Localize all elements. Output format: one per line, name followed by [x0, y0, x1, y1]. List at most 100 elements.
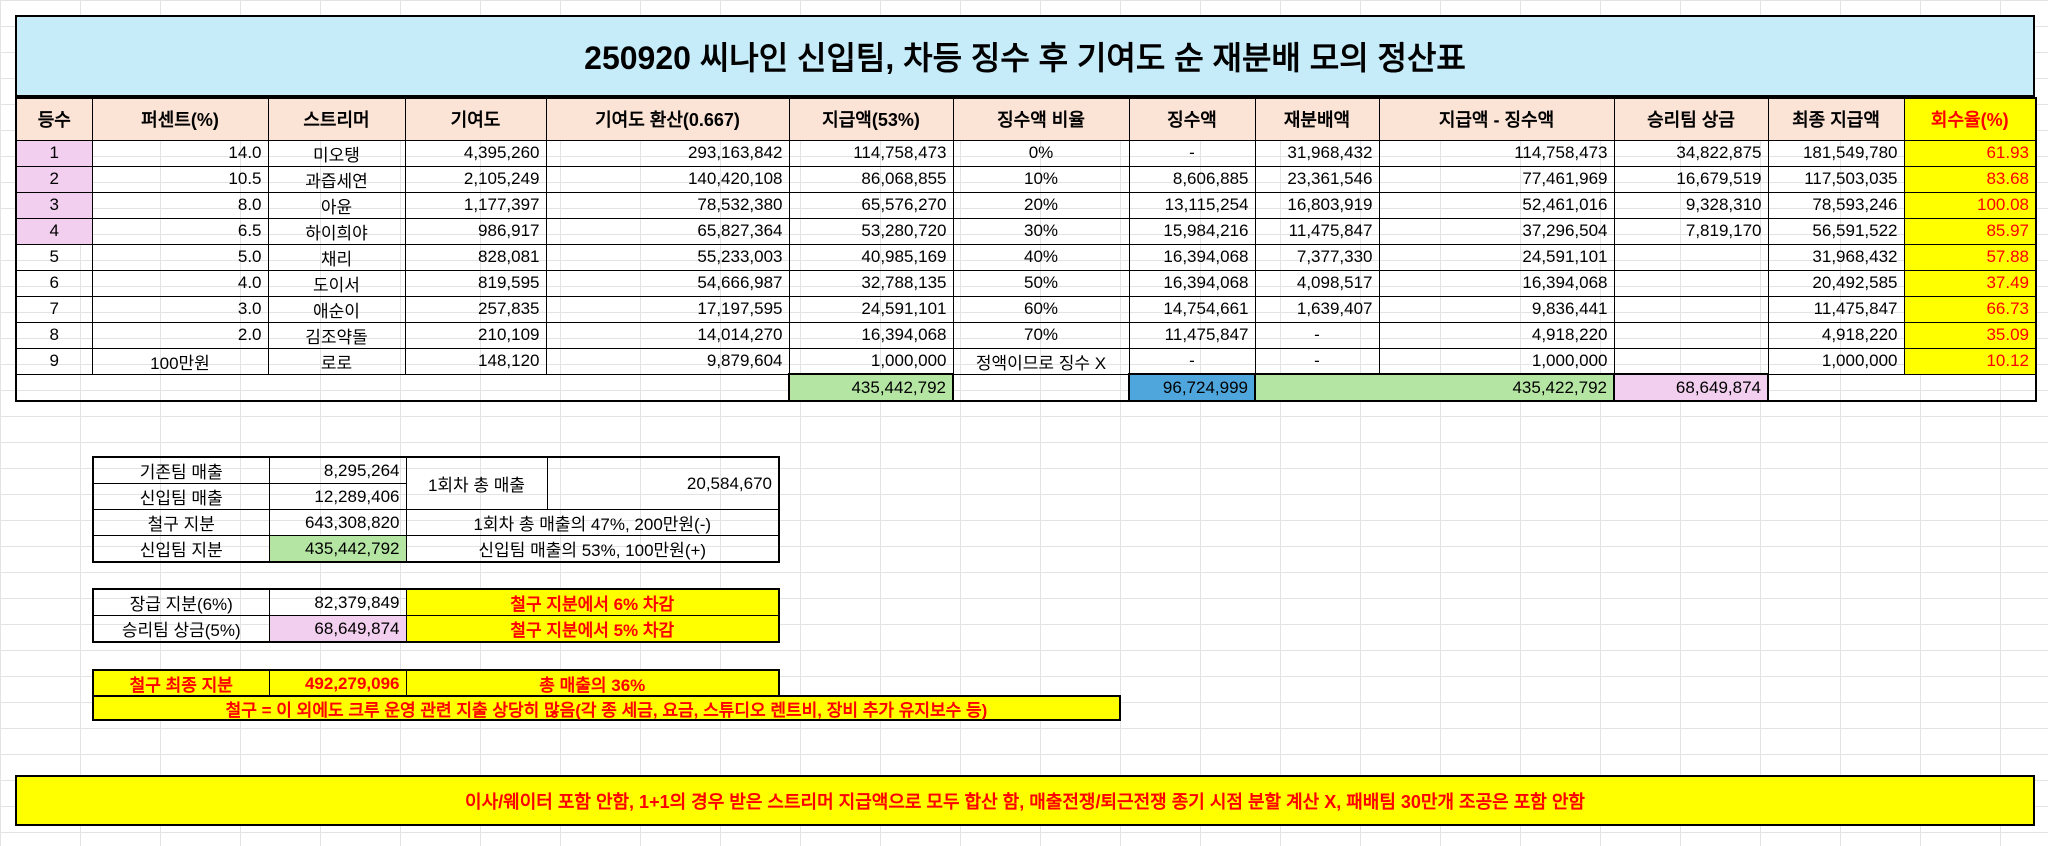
cell-prize[interactable] — [1613, 243, 1769, 271]
cell-payout[interactable]: 114,758,473 — [788, 139, 954, 167]
cell-final[interactable]: 78,593,246 — [1767, 191, 1905, 219]
cell-collected[interactable]: 8,606,885 — [1128, 165, 1256, 193]
cell-rank[interactable]: 3 — [15, 191, 93, 219]
cell-percent[interactable]: 10.5 — [91, 165, 269, 193]
cell-collected[interactable]: 11,475,847 — [1128, 321, 1256, 349]
cell-contribution[interactable]: 2,105,249 — [404, 165, 547, 193]
new-team-share-label[interactable]: 신입팀 지분 — [92, 535, 270, 563]
cell-payout[interactable]: 1,000,000 — [788, 347, 954, 375]
total-payout-cell[interactable]: 435,442,792 — [788, 373, 954, 402]
cheolgu-share-note[interactable]: 1회차 총 매출의 47%, 200만원(-) — [405, 509, 780, 536]
cell-redistributed[interactable]: - — [1254, 347, 1380, 375]
new-team-value[interactable]: 12,289,406 — [268, 483, 407, 510]
cell-final[interactable]: 31,968,432 — [1767, 243, 1905, 271]
cell-streamer[interactable]: 채리 — [267, 243, 406, 271]
prize-note[interactable]: 철구 지분에서 5% 차감 — [405, 615, 780, 643]
cell-recovery[interactable]: 57.88 — [1903, 243, 2037, 271]
cell-prize[interactable] — [1613, 295, 1769, 323]
cell-streamer[interactable]: 로로 — [267, 347, 406, 375]
cell-final[interactable]: 181,549,780 — [1767, 139, 1905, 167]
cell-collected[interactable]: 16,394,068 — [1128, 269, 1256, 297]
scholarship-note[interactable]: 철구 지분에서 6% 차감 — [405, 588, 780, 616]
new-team-share-value[interactable]: 435,442,792 — [268, 535, 407, 563]
cell-final[interactable]: 11,475,847 — [1767, 295, 1905, 323]
cell-recovery[interactable]: 100.08 — [1903, 191, 2037, 219]
cell-percent[interactable]: 100만원 — [91, 347, 269, 375]
cell-final[interactable]: 117,503,035 — [1767, 165, 1905, 193]
cell-redistributed[interactable]: 4,098,517 — [1254, 269, 1380, 297]
cell-redistributed[interactable]: - — [1254, 321, 1380, 349]
header-cell-rank[interactable]: 등수 — [15, 97, 93, 141]
cell-percent[interactable]: 8.0 — [91, 191, 269, 219]
cheolgu-share-label[interactable]: 철구 지분 — [92, 509, 270, 536]
cell-net[interactable]: 77,461,969 — [1378, 165, 1615, 193]
cell-final[interactable]: 20,492,585 — [1767, 269, 1905, 297]
scholarship-label[interactable]: 장급 지분(6%) — [92, 588, 270, 616]
total-collected-cell[interactable]: 96,724,999 — [1128, 373, 1256, 402]
cell-converted[interactable]: 293,163,842 — [545, 139, 790, 167]
cell-rank[interactable]: 5 — [15, 243, 93, 271]
cell-collect-rate[interactable]: 60% — [952, 295, 1130, 323]
scholarship-value[interactable]: 82,379,849 — [268, 588, 407, 616]
cell-converted[interactable]: 17,197,595 — [545, 295, 790, 323]
cell-rank[interactable]: 7 — [15, 295, 93, 323]
cell-prize[interactable]: 34,822,875 — [1613, 139, 1769, 167]
cell-percent[interactable]: 6.5 — [91, 217, 269, 245]
cell-final[interactable]: 4,918,220 — [1767, 321, 1905, 349]
cell-streamer[interactable]: 과즙세연 — [267, 165, 406, 193]
cell-recovery[interactable]: 85.97 — [1903, 217, 2037, 245]
header-cell-streamer[interactable]: 스트리머 — [267, 97, 406, 141]
final-share-note[interactable]: 총 매출의 36% — [405, 669, 780, 698]
header-cell-percent[interactable]: 퍼센트(%) — [91, 97, 269, 141]
prize-label[interactable]: 승리팀 상금(5%) — [92, 615, 270, 643]
cell-recovery[interactable]: 10.12 — [1903, 347, 2037, 375]
cell-collected[interactable]: - — [1128, 139, 1256, 167]
cell-converted[interactable]: 54,666,987 — [545, 269, 790, 297]
cell-collect-rate[interactable]: 30% — [952, 217, 1130, 245]
new-team-label[interactable]: 신입팀 매출 — [92, 483, 270, 510]
cell-contribution[interactable]: 828,081 — [404, 243, 547, 271]
cell-rank[interactable]: 2 — [15, 165, 93, 193]
cell-prize[interactable] — [1613, 269, 1769, 297]
new-team-share-note[interactable]: 신입팀 매출의 53%, 100만원(+) — [405, 535, 780, 563]
cell-streamer[interactable]: 아윤 — [267, 191, 406, 219]
cell-redistributed[interactable]: 1,639,407 — [1254, 295, 1380, 323]
cell-contribution[interactable]: 257,835 — [404, 295, 547, 323]
cell-collect-rate[interactable]: 정액이므로 징수 X — [952, 347, 1130, 375]
cheolgu-share-value[interactable]: 643,308,820 — [268, 509, 407, 536]
header-cell-payout[interactable]: 지급액(53%) — [788, 97, 954, 141]
cell-final[interactable]: 56,591,522 — [1767, 217, 1905, 245]
cell-streamer[interactable]: 미오탱 — [267, 139, 406, 167]
cell-rank[interactable]: 4 — [15, 217, 93, 245]
cell-streamer[interactable]: 도이서 — [267, 269, 406, 297]
header-cell-recovery[interactable]: 회수율(%) — [1903, 97, 2037, 141]
round-total-value[interactable]: 20,584,670 — [546, 456, 780, 510]
cell-final[interactable]: 1,000,000 — [1767, 347, 1905, 375]
cell-collect-rate[interactable]: 40% — [952, 243, 1130, 271]
cell-converted[interactable]: 55,233,003 — [545, 243, 790, 271]
cell-contribution[interactable]: 986,917 — [404, 217, 547, 245]
cell-recovery[interactable]: 83.68 — [1903, 165, 2037, 193]
final-share-label[interactable]: 철구 최종 지분 — [92, 669, 270, 698]
prize-value[interactable]: 68,649,874 — [268, 615, 407, 643]
cell-streamer[interactable]: 김조약돌 — [267, 321, 406, 349]
final-share-value[interactable]: 492,279,096 — [268, 669, 407, 698]
cell-streamer[interactable]: 애순이 — [267, 295, 406, 323]
header-cell-net[interactable]: 지급액 - 징수액 — [1378, 97, 1615, 141]
cell-net[interactable]: 52,461,016 — [1378, 191, 1615, 219]
cell-rank[interactable]: 6 — [15, 269, 93, 297]
cell-recovery[interactable]: 37.49 — [1903, 269, 2037, 297]
cell-percent[interactable]: 2.0 — [91, 321, 269, 349]
cell-percent[interactable]: 14.0 — [91, 139, 269, 167]
cell-payout[interactable]: 53,280,720 — [788, 217, 954, 245]
cell-collected[interactable]: 16,394,068 — [1128, 243, 1256, 271]
cell-payout[interactable]: 65,576,270 — [788, 191, 954, 219]
cell-percent[interactable]: 3.0 — [91, 295, 269, 323]
cell-converted[interactable]: 65,827,364 — [545, 217, 790, 245]
cell-converted[interactable]: 78,532,380 — [545, 191, 790, 219]
cell-collected[interactable]: 15,984,216 — [1128, 217, 1256, 245]
cell-net[interactable]: 4,918,220 — [1378, 321, 1615, 349]
cell-payout[interactable]: 24,591,101 — [788, 295, 954, 323]
cell-rank[interactable]: 8 — [15, 321, 93, 349]
cell-prize[interactable] — [1613, 321, 1769, 349]
